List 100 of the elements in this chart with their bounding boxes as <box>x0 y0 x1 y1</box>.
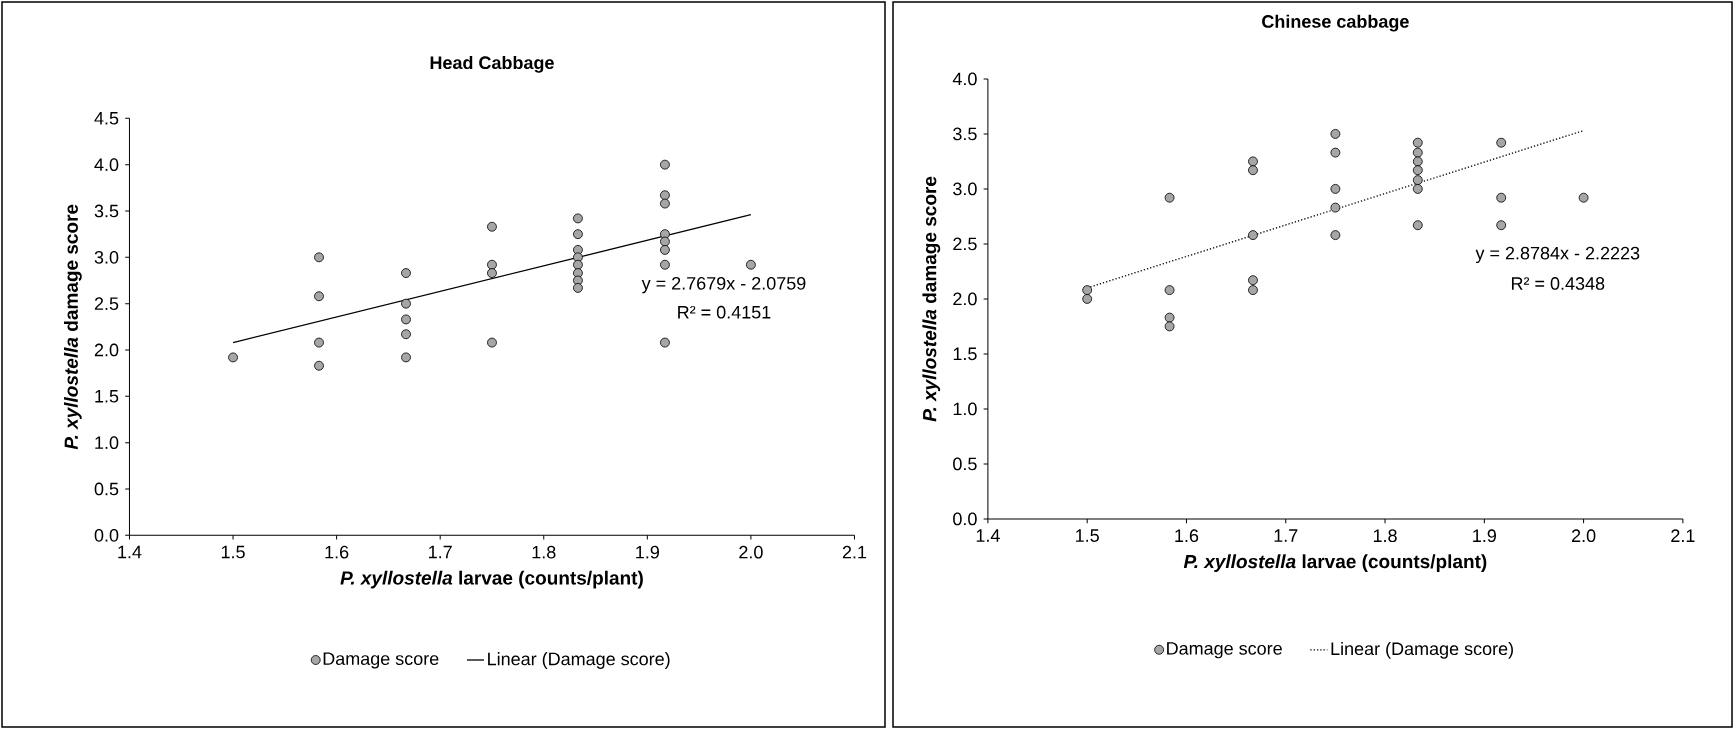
point <box>660 190 670 201</box>
y-tick-label: 4.5 <box>94 112 119 125</box>
point <box>1330 184 1341 194</box>
x-tick-label: 2.0 <box>1572 529 1596 543</box>
point <box>314 360 324 371</box>
point <box>487 337 497 348</box>
y-tick-label: 0.5 <box>953 457 977 471</box>
point <box>1164 321 1175 332</box>
x-tick-label: 1.5 <box>221 545 245 559</box>
point <box>1082 285 1093 295</box>
point <box>314 291 324 302</box>
y-tick-label: 1.0 <box>95 436 119 450</box>
y-tick-label: 2.5 <box>94 297 119 311</box>
point <box>401 268 411 278</box>
point <box>401 329 411 340</box>
point <box>660 245 670 255</box>
point <box>1248 230 1258 240</box>
point <box>1496 137 1507 148</box>
x-axis-title: P. xyllostella larvae (counts/plant) <box>340 570 643 589</box>
point <box>573 213 583 224</box>
point <box>314 252 324 263</box>
point <box>487 268 497 278</box>
point <box>1248 165 1258 176</box>
legend-label: Damage score <box>323 652 439 669</box>
point <box>401 352 411 363</box>
point <box>1248 285 1258 295</box>
point <box>1164 285 1175 295</box>
annotation: y = 2.7679x - 2.0759 <box>641 276 806 294</box>
point <box>487 259 497 270</box>
y-tick-label: 2.0 <box>94 343 119 357</box>
y-tick-label: 3.5 <box>94 204 119 218</box>
point <box>1248 156 1258 167</box>
y-tick-label: 1.5 <box>953 347 977 361</box>
point <box>1412 137 1423 148</box>
point <box>1164 312 1175 323</box>
annotation: R² = 0.4151 <box>678 305 771 319</box>
point <box>1330 230 1341 240</box>
y-tick-label: 1.5 <box>95 390 119 403</box>
legend-label: Linear (Damage score) <box>1331 641 1513 659</box>
x-tick-label: 1.6 <box>1175 529 1199 543</box>
point <box>314 337 324 348</box>
point <box>660 198 670 209</box>
point <box>1496 192 1507 203</box>
x-tick-label: 2.1 <box>842 545 867 559</box>
x-tick-label: 2.1 <box>1671 529 1695 542</box>
y-tick-label: 1.0 <box>953 402 977 416</box>
point <box>1330 129 1341 139</box>
y-axis-title: P. xyllostella damage score <box>63 204 82 450</box>
chart-title: Head Cabbage <box>430 55 554 73</box>
x-tick-label: 1.8 <box>1373 529 1397 543</box>
point <box>401 314 411 325</box>
point <box>660 159 670 170</box>
point <box>1412 165 1423 176</box>
point <box>660 337 670 348</box>
y-tick-label: 3.5 <box>953 127 977 141</box>
y-axis-title: P. xyllostella damage score <box>922 176 941 422</box>
x-tick-label: 1.6 <box>325 545 349 559</box>
y-tick-label: 2.0 <box>953 292 977 306</box>
x-tick-label: 1.8 <box>532 545 556 559</box>
chart-title: Chinese cabbage <box>1262 14 1409 32</box>
point <box>401 298 411 309</box>
point <box>573 229 583 240</box>
y-tick-label: 3.0 <box>94 250 119 264</box>
point <box>660 236 670 247</box>
point <box>1082 294 1093 304</box>
x-tick-label: 1.7 <box>1274 529 1298 542</box>
annotation: y = 2.8784x - 2.2223 <box>1475 246 1640 264</box>
point <box>746 259 756 270</box>
point <box>1164 192 1175 203</box>
point <box>1412 175 1423 185</box>
point <box>1496 220 1507 231</box>
point <box>1412 147 1423 158</box>
y-tick-label: 0.0 <box>953 512 977 526</box>
point <box>1330 202 1341 213</box>
legend-label: Linear (Damage score) <box>488 652 670 669</box>
point <box>1412 156 1423 167</box>
point <box>573 283 583 293</box>
x-tick-label: 1.4 <box>118 545 142 559</box>
x-tick-label: 1.4 <box>976 529 1000 542</box>
point <box>1412 184 1423 194</box>
point <box>1578 192 1589 203</box>
x-tick-label: 1.9 <box>1473 529 1496 543</box>
x-axis-title: P. xyllostella larvae (counts/plant) <box>1183 554 1487 573</box>
legend-label: Damage score <box>1167 642 1282 659</box>
point <box>573 259 583 270</box>
x-tick-label: 1.5 <box>1076 529 1099 542</box>
x-tick-label: 2.0 <box>739 545 763 559</box>
point <box>1330 147 1341 158</box>
x-tick-label: 1.7 <box>429 545 452 559</box>
point <box>1248 275 1258 286</box>
y-tick-label: 2.5 <box>953 237 977 251</box>
y-tick-label: 0.0 <box>94 528 119 542</box>
x-tick-label: 1.9 <box>636 545 659 559</box>
annotation: R² = 0.4348 <box>1511 277 1605 290</box>
point <box>660 259 670 270</box>
y-tick-label: 4.0 <box>952 72 977 86</box>
point <box>1412 220 1423 231</box>
y-tick-label: 3.0 <box>953 182 977 196</box>
point <box>228 352 238 363</box>
y-tick-label: 4.0 <box>94 158 119 172</box>
